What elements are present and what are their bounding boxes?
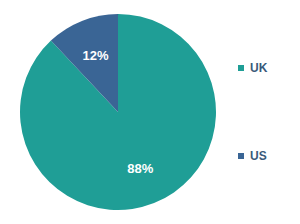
html-text:UK: UK <box>250 61 268 75</box>
html-text:US: US <box>250 149 267 163</box>
svg-text:88%: 88% <box>127 161 153 176</box>
svg-text:12%: 12% <box>83 48 109 63</box>
